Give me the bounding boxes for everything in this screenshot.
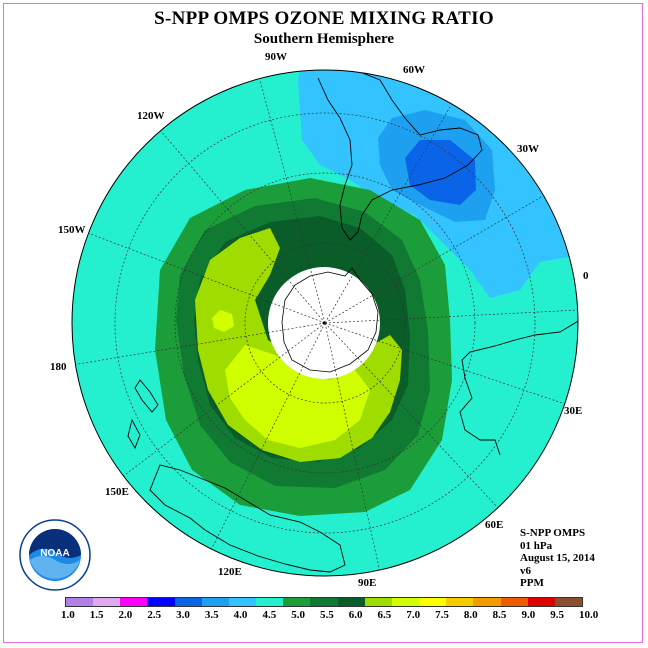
colorbar-tick-label: 9.5 <box>550 609 564 621</box>
plot-frame <box>3 3 643 643</box>
colorbar-tick-label: 1.0 <box>61 609 75 621</box>
colorbar-tick-label: 6.5 <box>377 609 392 621</box>
colorbar-segment <box>174 598 202 606</box>
lon-label-120w: 120W <box>137 110 165 122</box>
lon-label-0: 0 <box>583 270 589 282</box>
colorbar-tick-label: 3.0 <box>176 609 190 621</box>
colorbar-tick-label: 8.5 <box>492 609 507 621</box>
lon-label-90e: 90E <box>358 577 376 589</box>
lon-label-120e: 120E <box>218 566 242 578</box>
noaa-logo-text: NOAA <box>40 548 69 559</box>
info-instrument: S-NPP OMPS <box>520 527 586 539</box>
colorbar-segment <box>120 598 148 606</box>
colorbar-tick-label: 4.0 <box>233 609 248 621</box>
colorbar-segment <box>473 598 501 606</box>
colorbar-segment <box>554 598 582 606</box>
map-border <box>71 69 579 577</box>
lon-label-180: 180 <box>50 361 67 373</box>
colorbar-tick-label: 2.5 <box>147 609 162 621</box>
colorbar-segment <box>419 598 447 606</box>
antarctica-coastline <box>281 267 379 373</box>
colorbar-segment <box>228 598 257 606</box>
colorbar-ticks: 1.0 1.5 2.0 2.5 3.0 3.5 4.0 4.5 5.0 5.5 6.0 6.5 7.0 7… <box>57 609 599 623</box>
south-america-coastline <box>317 70 483 241</box>
colorbar-segment <box>283 598 311 606</box>
africa-coastline <box>459 319 578 456</box>
colorbar-segment <box>201 598 229 606</box>
colorbar-tick-label: 1.5 <box>89 609 104 621</box>
noaa-logo: NOAA <box>19 519 91 591</box>
info-version: v6 <box>520 564 531 577</box>
lon-label-150w: 150W <box>58 224 86 236</box>
colorbar-tick-label: 10.0 <box>579 609 599 621</box>
colorbar <box>65 597 583 607</box>
lon-label-90w: 90W <box>265 51 287 63</box>
colorbar-tick-label: 7.0 <box>406 609 421 621</box>
colorbar-segment <box>337 598 365 606</box>
colorbar-tick-label: 5.5 <box>320 609 334 621</box>
colorbar-tick-label: 9.0 <box>521 609 536 621</box>
lon-label-60e: 60E <box>485 519 503 531</box>
colorbar-segment <box>364 598 392 606</box>
meridians <box>72 79 578 573</box>
info-pressure-level: 01 hPa <box>520 539 553 552</box>
lon-label-30w: 30W <box>517 143 539 155</box>
latitude-circles <box>114 112 536 534</box>
colorbar-tick-label: 2.0 <box>118 609 133 621</box>
colorbar-tick-label: 6.0 <box>348 609 363 621</box>
ozone-spot <box>212 310 234 332</box>
colorbar-segment <box>527 598 555 606</box>
colorbar-segment <box>256 598 284 606</box>
colorbar-segment <box>500 598 528 606</box>
info-date: August 15, 2014 <box>520 552 595 564</box>
colorbar-segment <box>446 598 474 606</box>
colorbar-tick-label: 3.5 <box>204 609 219 621</box>
page-title: S-NPP OMPS OZONE MIXING RATIO <box>154 8 494 29</box>
colorbar-tick-label: 5.0 <box>291 609 305 621</box>
new-zealand-coastline <box>127 379 159 450</box>
page-subtitle: Southern Hemisphere <box>253 31 395 47</box>
lon-label-150e: 150E <box>105 486 129 498</box>
colorbar-segment <box>310 598 338 606</box>
colorbar-tick-label: 8.0 <box>463 609 478 621</box>
colorbar-segment <box>391 598 420 606</box>
lon-label-60w: 60W <box>403 64 425 76</box>
colorbar-segment <box>147 598 175 606</box>
ozone-band-7.0-7.5 <box>225 345 370 448</box>
colorbar-segment <box>66 598 94 606</box>
australia-coastline <box>149 464 346 573</box>
colorbar-tick-label: 4.5 <box>262 609 277 621</box>
ozone-band-3.0-3.5 <box>405 140 476 205</box>
info-block: S-NPP OMPS 01 hPa August 15, 2014 v6 PPM <box>520 527 595 590</box>
lon-label-30e: 30E <box>564 405 582 417</box>
colorbar-tick-label: 7.5 <box>435 609 449 621</box>
colorbar-segment <box>93 598 121 606</box>
info-units: PPM <box>520 577 544 589</box>
